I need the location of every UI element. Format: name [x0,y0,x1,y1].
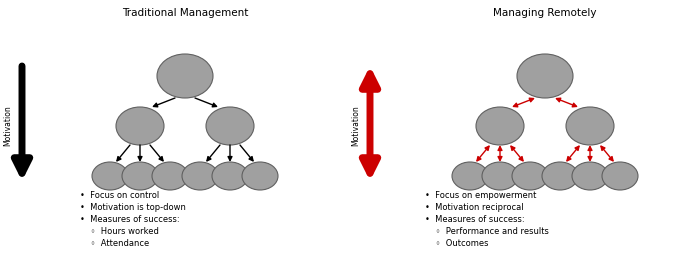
Ellipse shape [157,54,213,98]
Ellipse shape [206,107,254,145]
Text: •  Focus on control: • Focus on control [80,191,159,200]
Text: •  Motivation is top-down: • Motivation is top-down [80,203,186,212]
Ellipse shape [517,54,573,98]
Ellipse shape [122,162,158,190]
Text: •  Motivation reciprocal: • Motivation reciprocal [425,203,524,212]
Text: ◦  Performance and results: ◦ Performance and results [425,227,549,236]
Ellipse shape [476,107,524,145]
Ellipse shape [242,162,278,190]
Ellipse shape [212,162,248,190]
Ellipse shape [152,162,188,190]
Text: •  Focus on empowerment: • Focus on empowerment [425,191,537,200]
Ellipse shape [566,107,614,145]
Text: Managing Remotely: Managing Remotely [493,8,597,18]
Ellipse shape [452,162,488,190]
Text: Motivation: Motivation [352,106,360,146]
Ellipse shape [542,162,578,190]
Ellipse shape [572,162,608,190]
Ellipse shape [512,162,548,190]
Ellipse shape [92,162,128,190]
Text: ◦  Attendance: ◦ Attendance [80,239,149,248]
Text: Motivation: Motivation [3,106,13,146]
Text: Traditional Management: Traditional Management [122,8,248,18]
Text: •  Measures of success:: • Measures of success: [425,215,524,224]
Ellipse shape [482,162,518,190]
Text: ◦  Outcomes: ◦ Outcomes [425,239,489,248]
Text: •  Measures of success:: • Measures of success: [80,215,180,224]
Ellipse shape [182,162,218,190]
Ellipse shape [602,162,638,190]
Text: ◦  Hours worked: ◦ Hours worked [80,227,159,236]
Ellipse shape [116,107,164,145]
